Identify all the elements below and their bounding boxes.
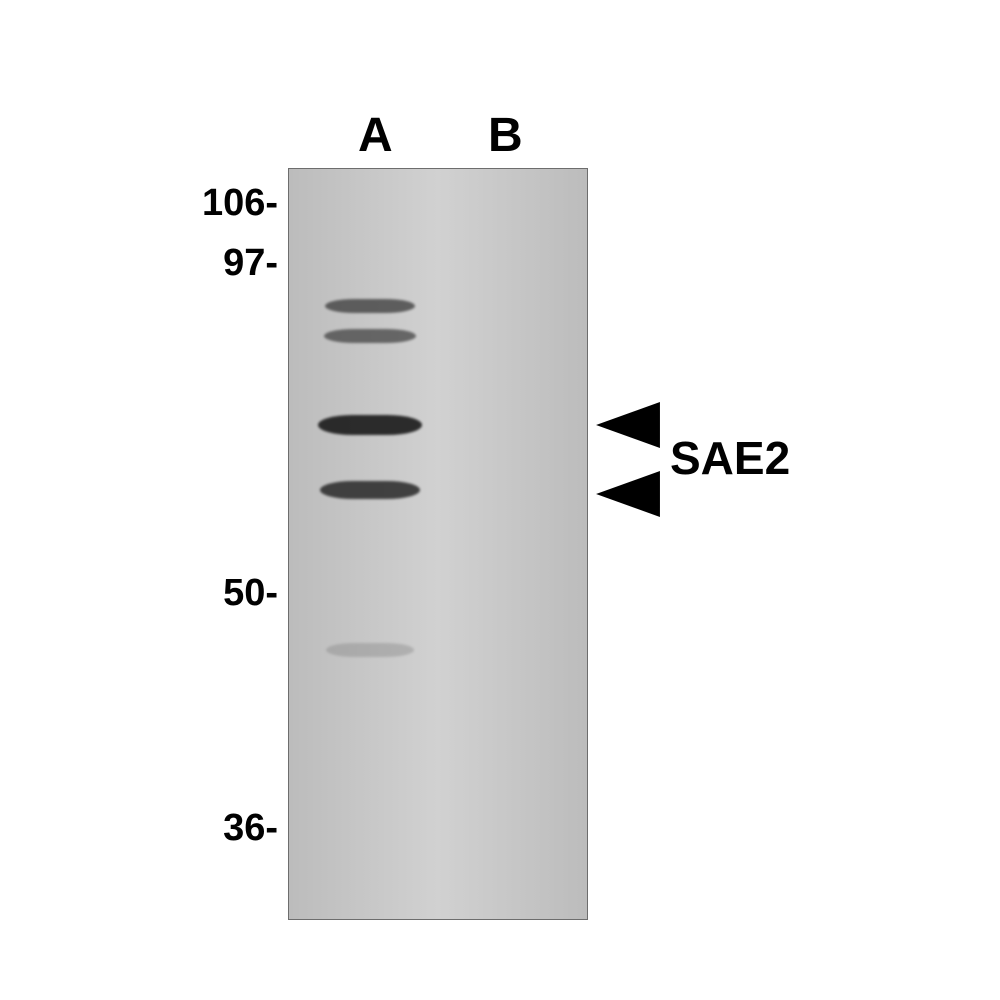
- mw-50: 50-: [0, 572, 278, 615]
- lane-b-label: B: [488, 108, 523, 163]
- band-a-2: [318, 415, 422, 435]
- band-a-1: [324, 329, 416, 343]
- target-label: SAE2: [670, 431, 790, 485]
- mw-97: 97-: [0, 242, 278, 285]
- arrowhead-lower: [596, 471, 660, 517]
- band-a-4: [326, 643, 414, 657]
- band-a-3: [320, 481, 420, 499]
- lane-a-label: A: [358, 108, 393, 163]
- arrowhead-upper: [596, 402, 660, 448]
- band-a-0: [325, 299, 415, 313]
- mw-106: 106-: [0, 182, 278, 225]
- blot-canvas: A B 106- 97- 50- 36- SAE2: [0, 0, 1000, 1000]
- mw-36: 36-: [0, 807, 278, 850]
- membrane: [288, 168, 588, 920]
